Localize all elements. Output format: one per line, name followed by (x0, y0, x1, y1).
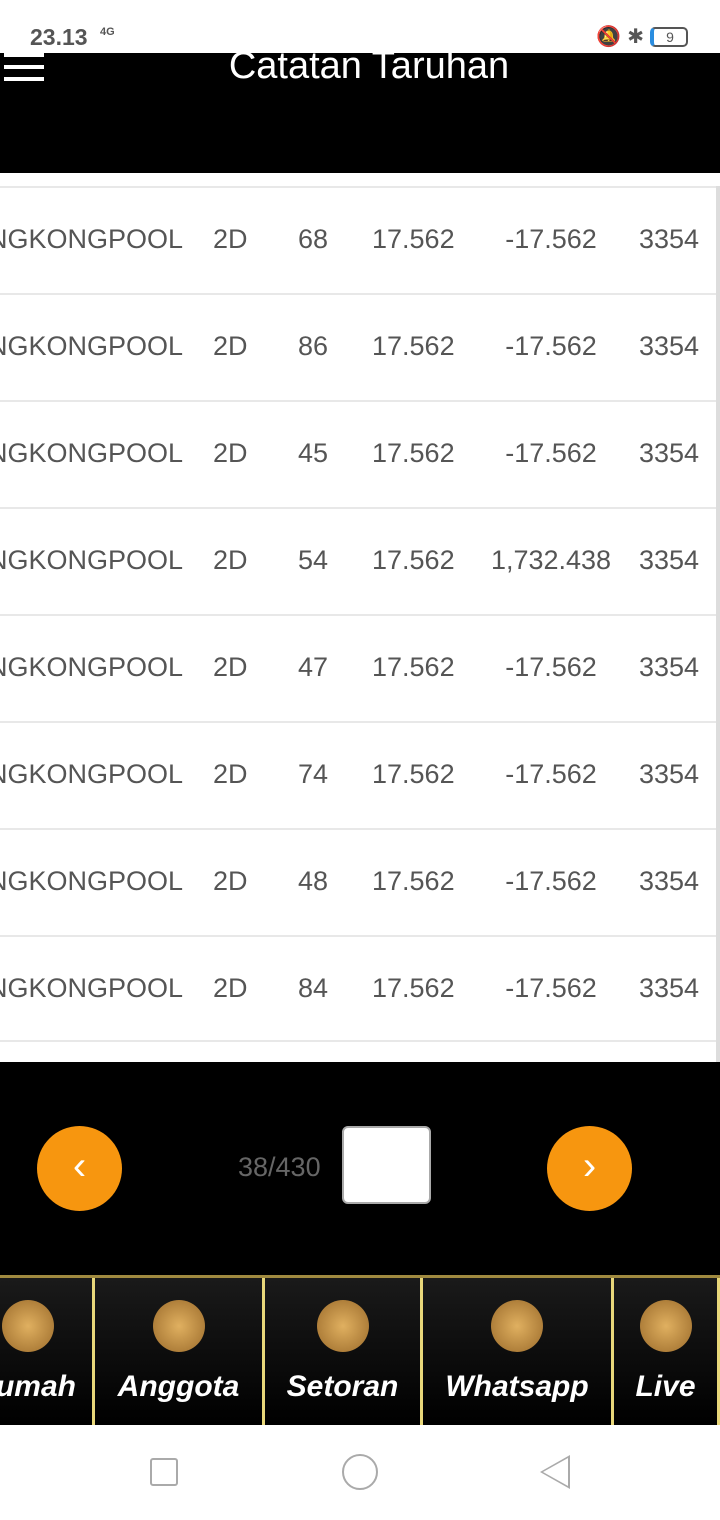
cell-type: 2D (213, 759, 248, 789)
status-icons: 🔕 ✱ 9 (596, 24, 688, 49)
cell-market: NGKONGPOOL (0, 973, 183, 1003)
cell-market: NGKONGPOOL (0, 438, 183, 468)
cell-bet: 17.562 (372, 652, 455, 682)
cell-result: -17.562 (505, 224, 597, 254)
cell-bet: 17.562 (372, 866, 455, 896)
table-row: NGKONGPOOL 2D 45 17.562 -17.562 3354 (0, 400, 716, 507)
cell-period: 3354 (639, 438, 700, 468)
cell-period: 3354 (639, 866, 700, 896)
cell-type: 2D (213, 224, 248, 254)
cell-result: -17.562 (505, 866, 597, 896)
nav-label: Anggota (117, 1370, 240, 1403)
pagination: ‹ 38/430 › (0, 1062, 720, 1275)
scrollbar[interactable] (716, 186, 720, 1062)
cell-period: 3354 (639, 331, 700, 361)
nav-whatsapp[interactable]: Whatsapp (423, 1278, 614, 1425)
cell-market: NGKONGPOOL (0, 224, 183, 254)
cell-type: 2D (213, 652, 248, 682)
cell-result: -17.562 (505, 331, 597, 361)
table-row: NGKONGPOOL 2D 47 17.562 -17.562 3354 (0, 614, 716, 721)
cell-result: 1,732.438 (490, 545, 612, 575)
home-icon (2, 1300, 54, 1352)
nav-anggota[interactable]: Anggota (95, 1278, 265, 1425)
bluetooth-icon: ✱ (627, 26, 644, 48)
cell-period: 3354 (639, 652, 700, 682)
cell-result: -17.562 (505, 759, 597, 789)
cell-type: 2D (213, 973, 248, 1003)
prev-page-button[interactable]: ‹ (37, 1126, 122, 1211)
cell-number: 47 (298, 652, 329, 682)
cell-market: NGKONGPOOL (0, 866, 183, 896)
cell-result: -17.562 (505, 652, 597, 682)
bet-table: NGKONGPOOL 2D 68 17.562 -17.562 3354 NGKONGPOO… (0, 186, 716, 1042)
battery-icon: 9 (650, 26, 688, 47)
home-button[interactable] (342, 1454, 378, 1490)
cell-number: 48 (298, 866, 329, 896)
back-button[interactable] (540, 1455, 570, 1489)
next-page-button[interactable]: › (547, 1126, 632, 1211)
whatsapp-icon (491, 1300, 543, 1352)
system-nav-bar (0, 1425, 720, 1520)
cell-number: 84 (298, 973, 329, 1003)
live-chat-icon (639, 1300, 692, 1352)
cell-market: NGKONGPOOL (0, 331, 183, 361)
mute-icon: 🔕 (596, 26, 622, 48)
page-title: Catatan Taruhan (228, 45, 510, 87)
cell-bet: 17.562 (372, 973, 455, 1003)
nav-rumah[interactable]: Rumah (0, 1278, 95, 1425)
nav-label: Whatsapp (445, 1370, 589, 1403)
cell-number: 86 (298, 331, 329, 361)
table-row: NGKONGPOOL 2D 48 17.562 -17.562 3354 (0, 828, 716, 935)
table-row: NGKONGPOOL 2D 86 17.562 -17.562 3354 (0, 293, 716, 400)
cell-bet: 17.562 (372, 331, 455, 361)
nav-setoran[interactable]: Setoran (265, 1278, 423, 1425)
clock: 23.13 (30, 24, 88, 50)
cell-market: NGKONGPOOL (0, 759, 183, 789)
cell-number: 54 (298, 545, 329, 575)
cell-period: 3354 (639, 973, 700, 1003)
table-row: NGKONGPOOL 2D 54 17.562 1,732.438 3354 (0, 507, 716, 614)
nav-label: Setoran (286, 1370, 399, 1403)
page-input[interactable] (342, 1126, 431, 1204)
table-row: NGKONGPOOL 2D 74 17.562 -17.562 3354 (0, 721, 716, 828)
cell-market: NGKONGPOOL (0, 545, 183, 575)
cell-number: 68 (298, 224, 329, 254)
bottom-nav: Rumah Anggota Setoran Whatsapp Live (0, 1275, 720, 1425)
cell-number: 45 (298, 438, 329, 468)
user-icon (152, 1300, 205, 1352)
cell-bet: 17.562 (372, 438, 455, 468)
cell-result: -17.562 (505, 973, 597, 1003)
cell-type: 2D (213, 438, 248, 468)
app-header: Catatan Taruhan (0, 45, 720, 173)
deposit-icon (316, 1300, 369, 1352)
cell-period: 3354 (639, 759, 700, 789)
page-info: 38/430 (238, 1152, 321, 1182)
nav-live[interactable]: Live (614, 1278, 720, 1425)
cell-result: -17.562 (505, 438, 597, 468)
recents-button[interactable] (150, 1458, 178, 1486)
nav-label: Rumah (0, 1370, 76, 1403)
cell-bet: 17.562 (372, 224, 455, 254)
cell-type: 2D (213, 866, 248, 896)
cell-period: 3354 (639, 224, 700, 254)
cell-period: 3354 (639, 545, 700, 575)
table-row: NGKONGPOOL 2D 68 17.562 -17.562 3354 (0, 186, 716, 293)
cell-type: 2D (213, 331, 248, 361)
menu-icon[interactable] (4, 53, 44, 87)
cell-number: 74 (298, 759, 329, 789)
status-bar: 23.13 4G 🔕 ✱ 9 (0, 0, 720, 53)
cell-type: 2D (213, 545, 248, 575)
nav-label: Live (635, 1370, 696, 1403)
network-indicator: 4G (100, 26, 115, 38)
cell-market: NGKONGPOOL (0, 652, 183, 682)
cell-bet: 17.562 (372, 545, 455, 575)
table-row: NGKONGPOOL 2D 84 17.562 -17.562 3354 (0, 935, 716, 1042)
cell-bet: 17.562 (372, 759, 455, 789)
